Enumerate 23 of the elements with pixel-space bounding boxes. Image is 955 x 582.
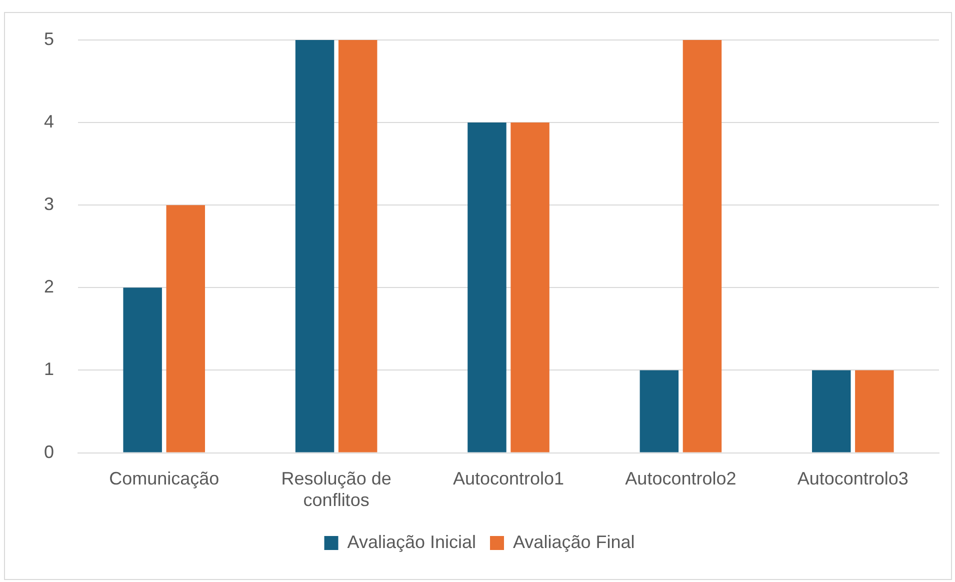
bar xyxy=(812,370,851,452)
bar xyxy=(295,40,334,452)
bar xyxy=(640,370,679,452)
legend-label: Avaliação Inicial xyxy=(347,532,476,552)
y-tick-label: 1 xyxy=(44,359,54,380)
y-tick-label: 3 xyxy=(44,194,54,214)
x-tick-label: Autocontrolo1 xyxy=(452,468,564,489)
x-tick-label: Resolução de conflitos xyxy=(281,468,392,510)
legend-label: Avaliação Final xyxy=(513,532,635,552)
x-tick-label: Autocontrolo2 xyxy=(625,468,736,489)
y-tick-label: 5 xyxy=(44,28,54,49)
bar xyxy=(123,288,162,452)
x-tick-label: Comunicação xyxy=(109,468,220,489)
bar xyxy=(510,122,550,452)
bar xyxy=(855,370,894,452)
bar xyxy=(338,40,378,452)
bar xyxy=(166,205,206,452)
x-tick-label: Autocontrolo3 xyxy=(797,468,908,489)
y-tick-label: 0 xyxy=(44,442,54,462)
bar xyxy=(682,40,722,452)
bar xyxy=(468,122,506,452)
y-tick-label: 2 xyxy=(44,276,54,297)
y-tick-label: 4 xyxy=(44,112,54,132)
